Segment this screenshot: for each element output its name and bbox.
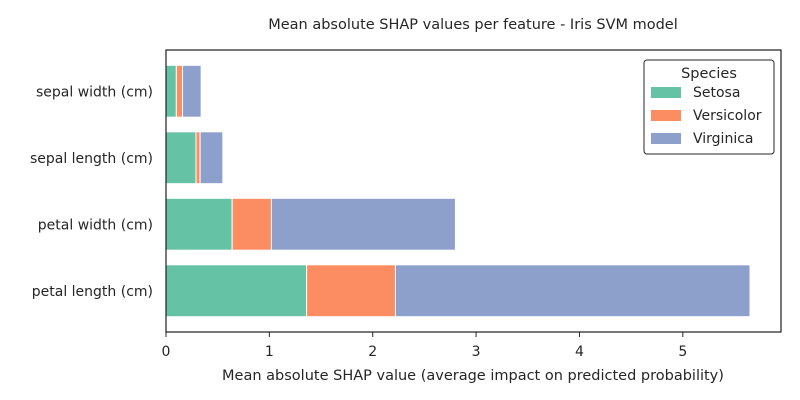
legend-swatch-versicolor bbox=[651, 110, 681, 121]
plot-frame bbox=[165, 49, 782, 333]
legend-title: Species bbox=[681, 66, 737, 82]
bars-group bbox=[165, 64, 751, 318]
bar-versicolor-3 bbox=[231, 197, 272, 251]
legend-label-versicolor: Versicolor bbox=[693, 108, 762, 124]
bar-setosa-4 bbox=[165, 264, 308, 318]
bar-versicolor-4 bbox=[306, 264, 396, 318]
y-tick-label: sepal width (cm) bbox=[36, 84, 153, 100]
y-tick-label: sepal length (cm) bbox=[30, 151, 153, 167]
x-tick-label: 3 bbox=[472, 344, 481, 360]
legend-label-virginica: Virginica bbox=[693, 131, 753, 147]
bar-setosa-1 bbox=[165, 64, 177, 118]
bar-setosa-3 bbox=[165, 197, 233, 251]
bar-virginica-1 bbox=[182, 64, 202, 118]
y-tick-label: petal length (cm) bbox=[32, 284, 153, 300]
legend-swatch-virginica bbox=[651, 133, 681, 144]
x-tick-label: 4 bbox=[575, 344, 584, 360]
legend-label-setosa: Setosa bbox=[693, 85, 740, 101]
legend: Species Setosa Versicolor Virginica bbox=[643, 59, 775, 155]
bar-versicolor-1 bbox=[175, 64, 184, 118]
x-ticks: 0 1 2 3 4 5 bbox=[162, 332, 687, 360]
bar-virginica-3 bbox=[270, 197, 456, 251]
y-tick-labels: sepal width (cm) sepal length (cm) petal w… bbox=[30, 84, 153, 300]
legend-swatch-setosa bbox=[651, 87, 681, 98]
chart-title: Mean absolute SHAP values per feature - … bbox=[268, 17, 678, 33]
x-tick-label: 2 bbox=[368, 344, 377, 360]
x-tick-label: 0 bbox=[162, 344, 171, 360]
x-tick-label: 1 bbox=[265, 344, 274, 360]
bar-virginica-4 bbox=[394, 264, 751, 318]
y-tick-label: petal width (cm) bbox=[38, 217, 153, 233]
bar-versicolor-2 bbox=[195, 131, 201, 185]
legend-frame bbox=[643, 59, 775, 155]
x-tick-label: 5 bbox=[678, 344, 687, 360]
x-axis-label: Mean absolute SHAP value (average impact… bbox=[222, 368, 724, 384]
bar-setosa-2 bbox=[165, 131, 197, 185]
bar-virginica-2 bbox=[199, 131, 224, 185]
